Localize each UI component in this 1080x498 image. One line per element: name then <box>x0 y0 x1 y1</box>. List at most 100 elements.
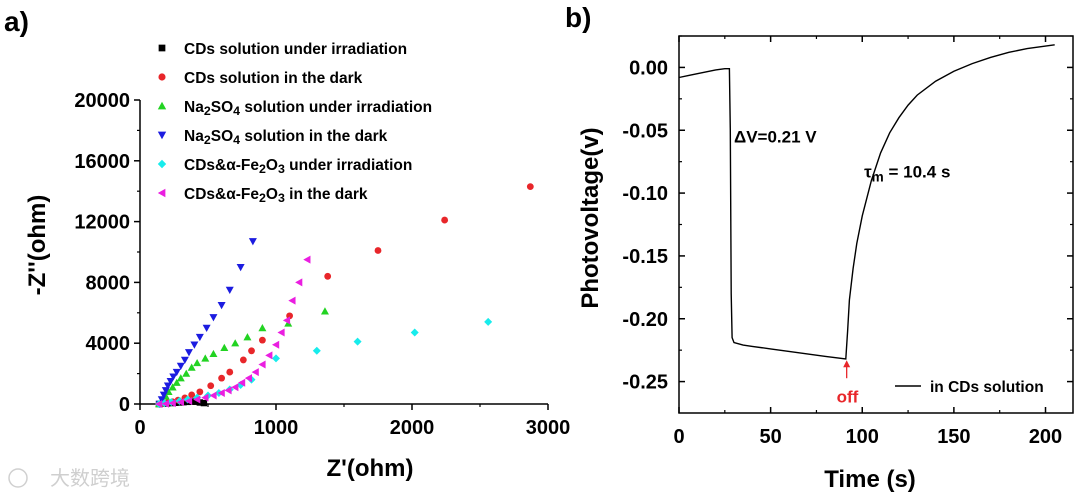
data-point-series-3 <box>187 363 196 371</box>
panel-b-label: b) <box>565 2 591 33</box>
data-point-series-2 <box>196 388 204 396</box>
photovoltage-y-tick-label: -0.15 <box>622 246 668 268</box>
data-point-series-2 <box>286 312 293 320</box>
data-point-series-6 <box>209 391 217 400</box>
data-point-series-6 <box>244 374 252 383</box>
impedance-x-tick-label: 0 <box>134 417 145 439</box>
legend-marker-5 <box>157 159 167 169</box>
data-point-series-6 <box>193 395 201 404</box>
time-constant-annotation: τm = 10.4 s <box>864 163 950 185</box>
watermark-text: 大数跨境 <box>50 467 130 490</box>
data-point-series-6 <box>201 393 209 402</box>
impedance-y-tick-label: 0 <box>119 394 130 416</box>
data-point-series-6 <box>224 386 232 395</box>
data-point-series-4 <box>225 286 234 294</box>
data-point-series-4 <box>248 238 257 246</box>
data-point-series-6 <box>251 368 259 377</box>
data-point-series-3 <box>201 354 210 362</box>
data-point-series-6 <box>282 316 291 325</box>
data-point-series-3 <box>320 307 329 315</box>
photovoltage-x-tick-label: 100 <box>846 426 879 448</box>
data-point-series-2 <box>441 216 449 224</box>
photovoltage-x-tick-label: 0 <box>673 426 684 448</box>
data-point-series-1 <box>200 399 208 407</box>
photovoltage-legend: in CDs solution <box>895 379 1044 396</box>
impedance-data-points <box>155 183 534 408</box>
data-point-series-4 <box>195 333 204 342</box>
photovoltage-y-tick-label: 0.00 <box>629 57 668 79</box>
data-point-series-4 <box>190 341 199 349</box>
data-point-series-5 <box>410 328 419 337</box>
data-point-series-6 <box>277 328 285 337</box>
data-point-series-3 <box>209 349 218 358</box>
watermark-logo-icon <box>8 468 28 488</box>
data-point-series-4 <box>236 264 245 272</box>
photovoltage-y-axis-title: Photovoltage(v) <box>577 127 604 308</box>
photovoltage-annotations: ΔV=0.21 V τm = 10.4 s off <box>734 128 950 407</box>
photovoltage-plot-frame <box>678 35 1074 414</box>
data-point-series-5 <box>272 354 280 363</box>
impedance-x-axis-title: Z'(ohm) <box>326 455 413 482</box>
data-point-series-2 <box>226 368 234 376</box>
photovoltage-legend-entry: in CDs solution <box>930 379 1044 396</box>
data-point-series-3 <box>193 358 202 367</box>
data-point-series-3 <box>176 374 185 382</box>
impedance-x-tick-label: 3000 <box>526 417 571 439</box>
data-point-series-3 <box>220 343 229 351</box>
data-point-series-4 <box>184 349 193 357</box>
data-point-series-1 <box>192 398 199 405</box>
off-arrow-head-icon <box>843 360 851 368</box>
legend-entry-3: Na2SO4 solution under irradiation <box>184 99 432 118</box>
data-point-series-6 <box>258 360 266 369</box>
off-annotation: off <box>837 388 859 407</box>
photovoltage-y-tick-label: -0.20 <box>622 309 668 331</box>
impedance-y-axis-title: -Z''(ohm) <box>24 195 51 296</box>
impedance-y-tick-label: 8000 <box>86 272 131 294</box>
data-point-series-6 <box>295 278 303 287</box>
data-point-series-5 <box>484 317 493 326</box>
photovoltage-x-tick-label: 150 <box>937 426 970 448</box>
data-point-series-6 <box>184 396 193 405</box>
impedance-y-tick-label: 12000 <box>74 212 130 234</box>
data-point-series-2 <box>526 183 534 191</box>
data-point-series-5 <box>353 337 362 346</box>
data-point-series-4 <box>172 368 181 377</box>
data-point-series-4 <box>202 324 211 332</box>
data-point-series-4 <box>180 356 189 364</box>
legend-marker-6 <box>157 188 166 198</box>
data-point-series-4 <box>163 382 172 390</box>
data-point-series-6 <box>231 383 239 392</box>
legend-marker-2 <box>158 73 166 81</box>
photovoltage-y-tick-label: -0.25 <box>622 372 668 394</box>
legend-entry-6: CDs&α-Fe2O3 in the dark <box>184 186 368 205</box>
impedance-axes: 0 1000 2000 3000 0 4000 8000 12000 16000 20000 <box>74 90 570 439</box>
data-point-series-2 <box>218 374 226 382</box>
legend-entry-5: CDs&α-Fe2O3 under irradiation <box>184 157 412 176</box>
data-point-series-4 <box>166 378 175 386</box>
data-point-series-3 <box>182 369 191 377</box>
impedance-y-tick-label: 20000 <box>74 90 130 112</box>
legend-marker-4 <box>157 131 167 140</box>
data-point-series-6 <box>303 255 311 264</box>
data-point-series-4 <box>169 373 178 381</box>
data-point-series-6 <box>288 296 296 305</box>
data-point-series-2 <box>374 247 382 254</box>
legend-entry-2: CDs solution in the dark <box>184 70 363 87</box>
data-point-series-6 <box>217 389 225 398</box>
legend-marker-3 <box>157 101 167 110</box>
photovoltage-axes: 0 50 100 150 200 0.00 -0.05 -0.10 -0.15 -0.20 -0.2… <box>622 35 1074 448</box>
photovoltage-y-tick-label: -0.05 <box>622 120 668 142</box>
photovoltage-x-axis-title: Time (s) <box>824 466 916 493</box>
data-point-series-6 <box>155 400 163 408</box>
data-point-series-2 <box>188 391 196 399</box>
legend-entry-4: Na2SO4 solution in the dark <box>184 128 388 147</box>
data-point-series-2 <box>248 347 255 355</box>
data-point-series-2 <box>239 356 247 364</box>
data-point-series-6 <box>161 399 170 408</box>
data-point-series-3 <box>231 339 240 347</box>
legend-marker-1 <box>158 44 166 52</box>
data-point-series-4 <box>217 302 226 310</box>
data-point-series-6 <box>265 351 273 360</box>
data-point-series-5 <box>312 346 321 355</box>
